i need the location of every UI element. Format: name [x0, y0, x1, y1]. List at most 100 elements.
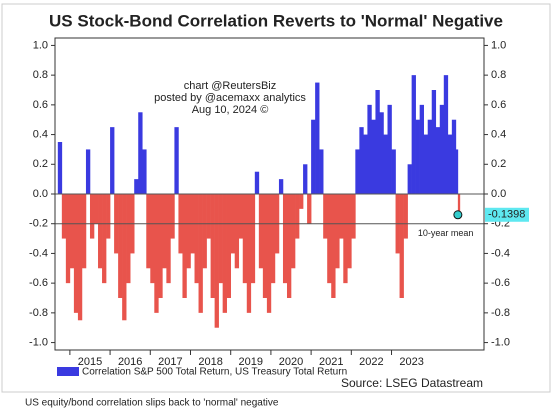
bar — [387, 104, 392, 194]
bar — [77, 194, 83, 321]
bar — [351, 194, 356, 239]
bar — [270, 194, 276, 284]
watermark: Aug 10, 2024 © — [192, 104, 269, 116]
bar — [194, 194, 199, 284]
bar — [158, 194, 163, 298]
bar — [443, 75, 449, 194]
bar — [246, 194, 252, 313]
y-tick-label: -0.6 — [29, 277, 48, 289]
bar — [367, 104, 372, 194]
y-tick-label: -0.4 — [29, 247, 48, 259]
bar — [439, 104, 445, 194]
bar — [238, 194, 244, 239]
bar — [331, 194, 336, 298]
bar — [383, 134, 388, 194]
bar — [254, 171, 260, 194]
watermark: posted by @acemaxx analytics — [154, 92, 306, 104]
y-tick-label: 0.0 — [33, 188, 48, 200]
bar — [57, 142, 63, 194]
bar — [174, 127, 179, 194]
bar — [142, 149, 147, 194]
bar — [419, 104, 424, 194]
bar — [110, 127, 115, 194]
bar — [327, 194, 332, 284]
bar — [226, 194, 232, 298]
y-tick-label: -0.6 — [491, 277, 510, 289]
chart-title: US Stock-Bond Correlation Reverts to 'No… — [49, 11, 503, 30]
bar — [218, 194, 223, 284]
bar — [102, 194, 107, 284]
bar — [61, 194, 67, 239]
y-tick-label: -0.8 — [491, 307, 510, 319]
bar — [303, 164, 308, 194]
y-tick-label: 0.0 — [491, 188, 506, 200]
bar — [210, 194, 215, 298]
x-tick-label: 2018 — [198, 356, 222, 368]
bar — [69, 194, 75, 269]
bar — [431, 90, 437, 194]
bar — [375, 90, 380, 194]
y-tick-label: 0.4 — [33, 128, 48, 140]
bar — [85, 149, 91, 194]
bar — [126, 194, 131, 284]
x-tick-label: 2023 — [399, 356, 423, 368]
x-tick-label: 2019 — [239, 356, 263, 368]
bar — [335, 194, 340, 269]
bar — [65, 194, 71, 284]
caption: US equity/bond correlation slips back to… — [25, 398, 279, 409]
bar — [146, 194, 151, 269]
bar — [311, 119, 316, 194]
last-value-box — [485, 207, 529, 222]
bar — [182, 194, 187, 298]
bar — [186, 194, 191, 269]
y-tick-label: -0.2 — [29, 218, 48, 230]
bar — [81, 194, 87, 269]
y-tick-label: 0.8 — [491, 69, 506, 81]
bar — [250, 194, 256, 284]
y-tick-label: 0.6 — [33, 99, 48, 111]
bar — [89, 194, 95, 239]
y-tick-label: 0.2 — [491, 158, 506, 170]
bar — [371, 119, 376, 194]
bar — [138, 112, 143, 194]
bar — [291, 194, 296, 269]
y-tick-label: 0.6 — [491, 99, 506, 111]
bar — [234, 194, 240, 269]
y-tick-label: 0.2 — [33, 158, 48, 170]
bar — [407, 164, 412, 194]
y-tick-label: -1.0 — [29, 336, 48, 348]
bar — [399, 194, 404, 298]
bar — [457, 194, 461, 215]
y-tick-label: -0.8 — [29, 307, 48, 319]
bar — [379, 112, 384, 194]
x-tick-label: 2016 — [118, 356, 142, 368]
bar — [154, 194, 159, 313]
bar — [150, 194, 155, 284]
y-tick-label: -0.4 — [491, 247, 510, 259]
bar — [286, 194, 292, 298]
bar — [162, 194, 167, 269]
bar — [411, 75, 416, 194]
bar — [323, 194, 328, 239]
bar — [262, 194, 268, 298]
bar — [202, 194, 207, 269]
bar — [455, 149, 459, 194]
bar — [222, 194, 227, 313]
bar — [198, 194, 203, 313]
bar — [343, 194, 348, 284]
watermark: chart @ReutersBiz — [184, 80, 276, 92]
bar — [423, 134, 429, 194]
bar — [347, 194, 352, 269]
bar — [359, 127, 364, 194]
bar — [355, 149, 360, 194]
x-tick-label: 2015 — [78, 356, 102, 368]
x-tick-label: 2020 — [279, 356, 303, 368]
bar — [282, 194, 288, 284]
legend-swatch — [57, 367, 79, 376]
bar — [278, 179, 284, 194]
mean-label: 10-year mean — [418, 228, 474, 238]
bar — [134, 179, 139, 194]
last-value-label: -0.1398 — [488, 209, 525, 221]
plot-frame — [54, 37, 485, 351]
